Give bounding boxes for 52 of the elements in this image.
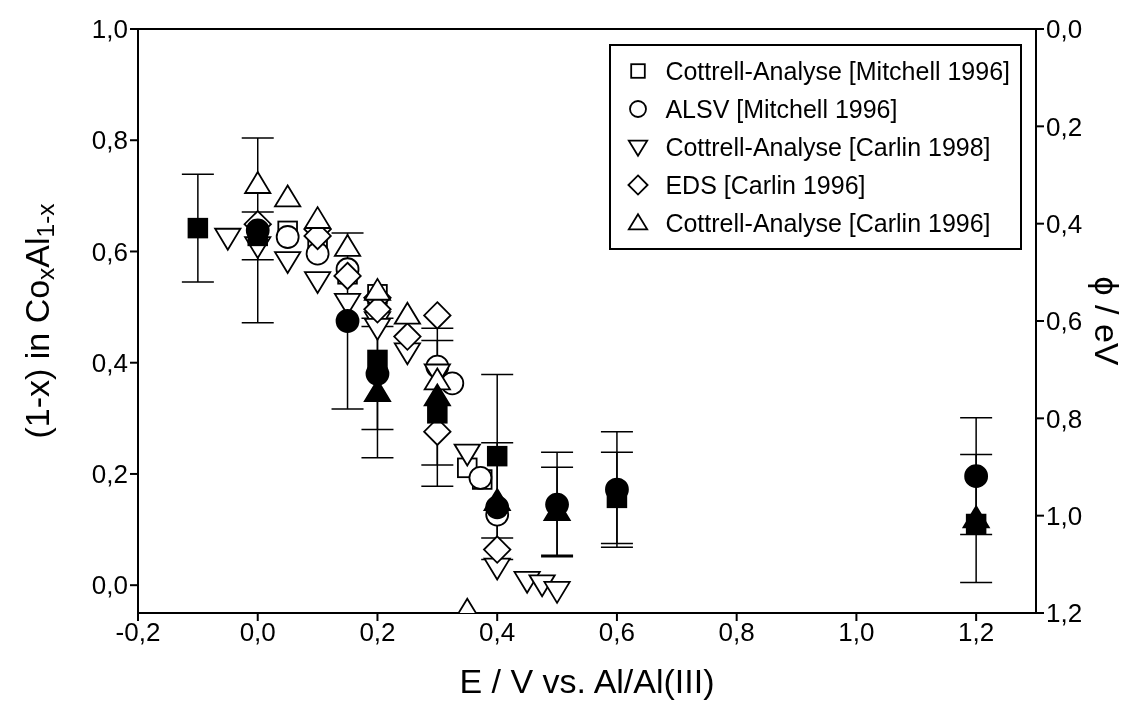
x-axis-title: E / V vs. Al/Al(III): [459, 662, 715, 700]
y-tick-label: 1,0: [91, 14, 128, 45]
x-tick-label: -0,2: [115, 617, 161, 648]
x-tick-label: 1,0: [838, 617, 875, 648]
point: [423, 383, 451, 407]
x-tick-label: 0,6: [598, 617, 636, 648]
point: [423, 301, 452, 330]
point: [187, 217, 209, 239]
point: [244, 171, 272, 194]
point: [962, 505, 990, 529]
y-tick-label: 0,6: [91, 236, 128, 267]
y2-tick-label: 0,0: [1046, 14, 1083, 45]
legend-label: ALSV [Mitchell 1996]: [665, 94, 898, 124]
x-tick-label: 1,2: [958, 617, 995, 648]
point: [304, 206, 332, 229]
y2-axis-title: ϕ / eV: [1088, 276, 1127, 366]
point: [335, 309, 360, 333]
x-tick-label: 0,2: [359, 617, 396, 648]
y-tick-label: 0,4: [91, 347, 128, 378]
point: [483, 488, 511, 511]
y-tick-label: 0,8: [91, 125, 128, 156]
x-tick-label: 0,0: [239, 617, 276, 648]
point: [468, 465, 493, 490]
x-tick-label: 0,4: [479, 617, 516, 648]
legend-label: Cottrell-Analyse [Carlin 1998]: [665, 132, 991, 162]
y-tick-label: 0,0: [91, 570, 128, 601]
point: [453, 443, 481, 467]
y2-tick-label: 0,6: [1046, 306, 1083, 337]
point: [483, 535, 512, 564]
legend-label: Cottrell-Analyse [Carlin 1996]: [665, 208, 991, 238]
point: [393, 322, 422, 351]
y2-tick-label: 0,4: [1046, 208, 1083, 239]
point: [275, 225, 300, 249]
y2-tick-label: 0,8: [1046, 403, 1083, 434]
point: [333, 261, 362, 291]
point: [304, 271, 332, 294]
y-tick-label: 0,2: [91, 459, 128, 490]
point: [393, 301, 421, 325]
y2-tick-label: 1,2: [1046, 598, 1083, 629]
y2-tick-label: 0,2: [1046, 111, 1083, 142]
point: [486, 445, 508, 467]
legend-label: EDS [Carlin 1996]: [665, 170, 866, 200]
point: [543, 581, 571, 604]
point: [274, 184, 302, 208]
legend-label: Cottrell-Analyse [Mitchell 1996]: [665, 56, 1010, 86]
point: [363, 277, 392, 301]
point: [964, 464, 989, 489]
y2-tick-label: 1,0: [1046, 500, 1083, 531]
point: [214, 227, 242, 251]
point: [333, 234, 362, 257]
x-tick-label: 0,8: [718, 617, 755, 648]
point: [274, 251, 302, 274]
